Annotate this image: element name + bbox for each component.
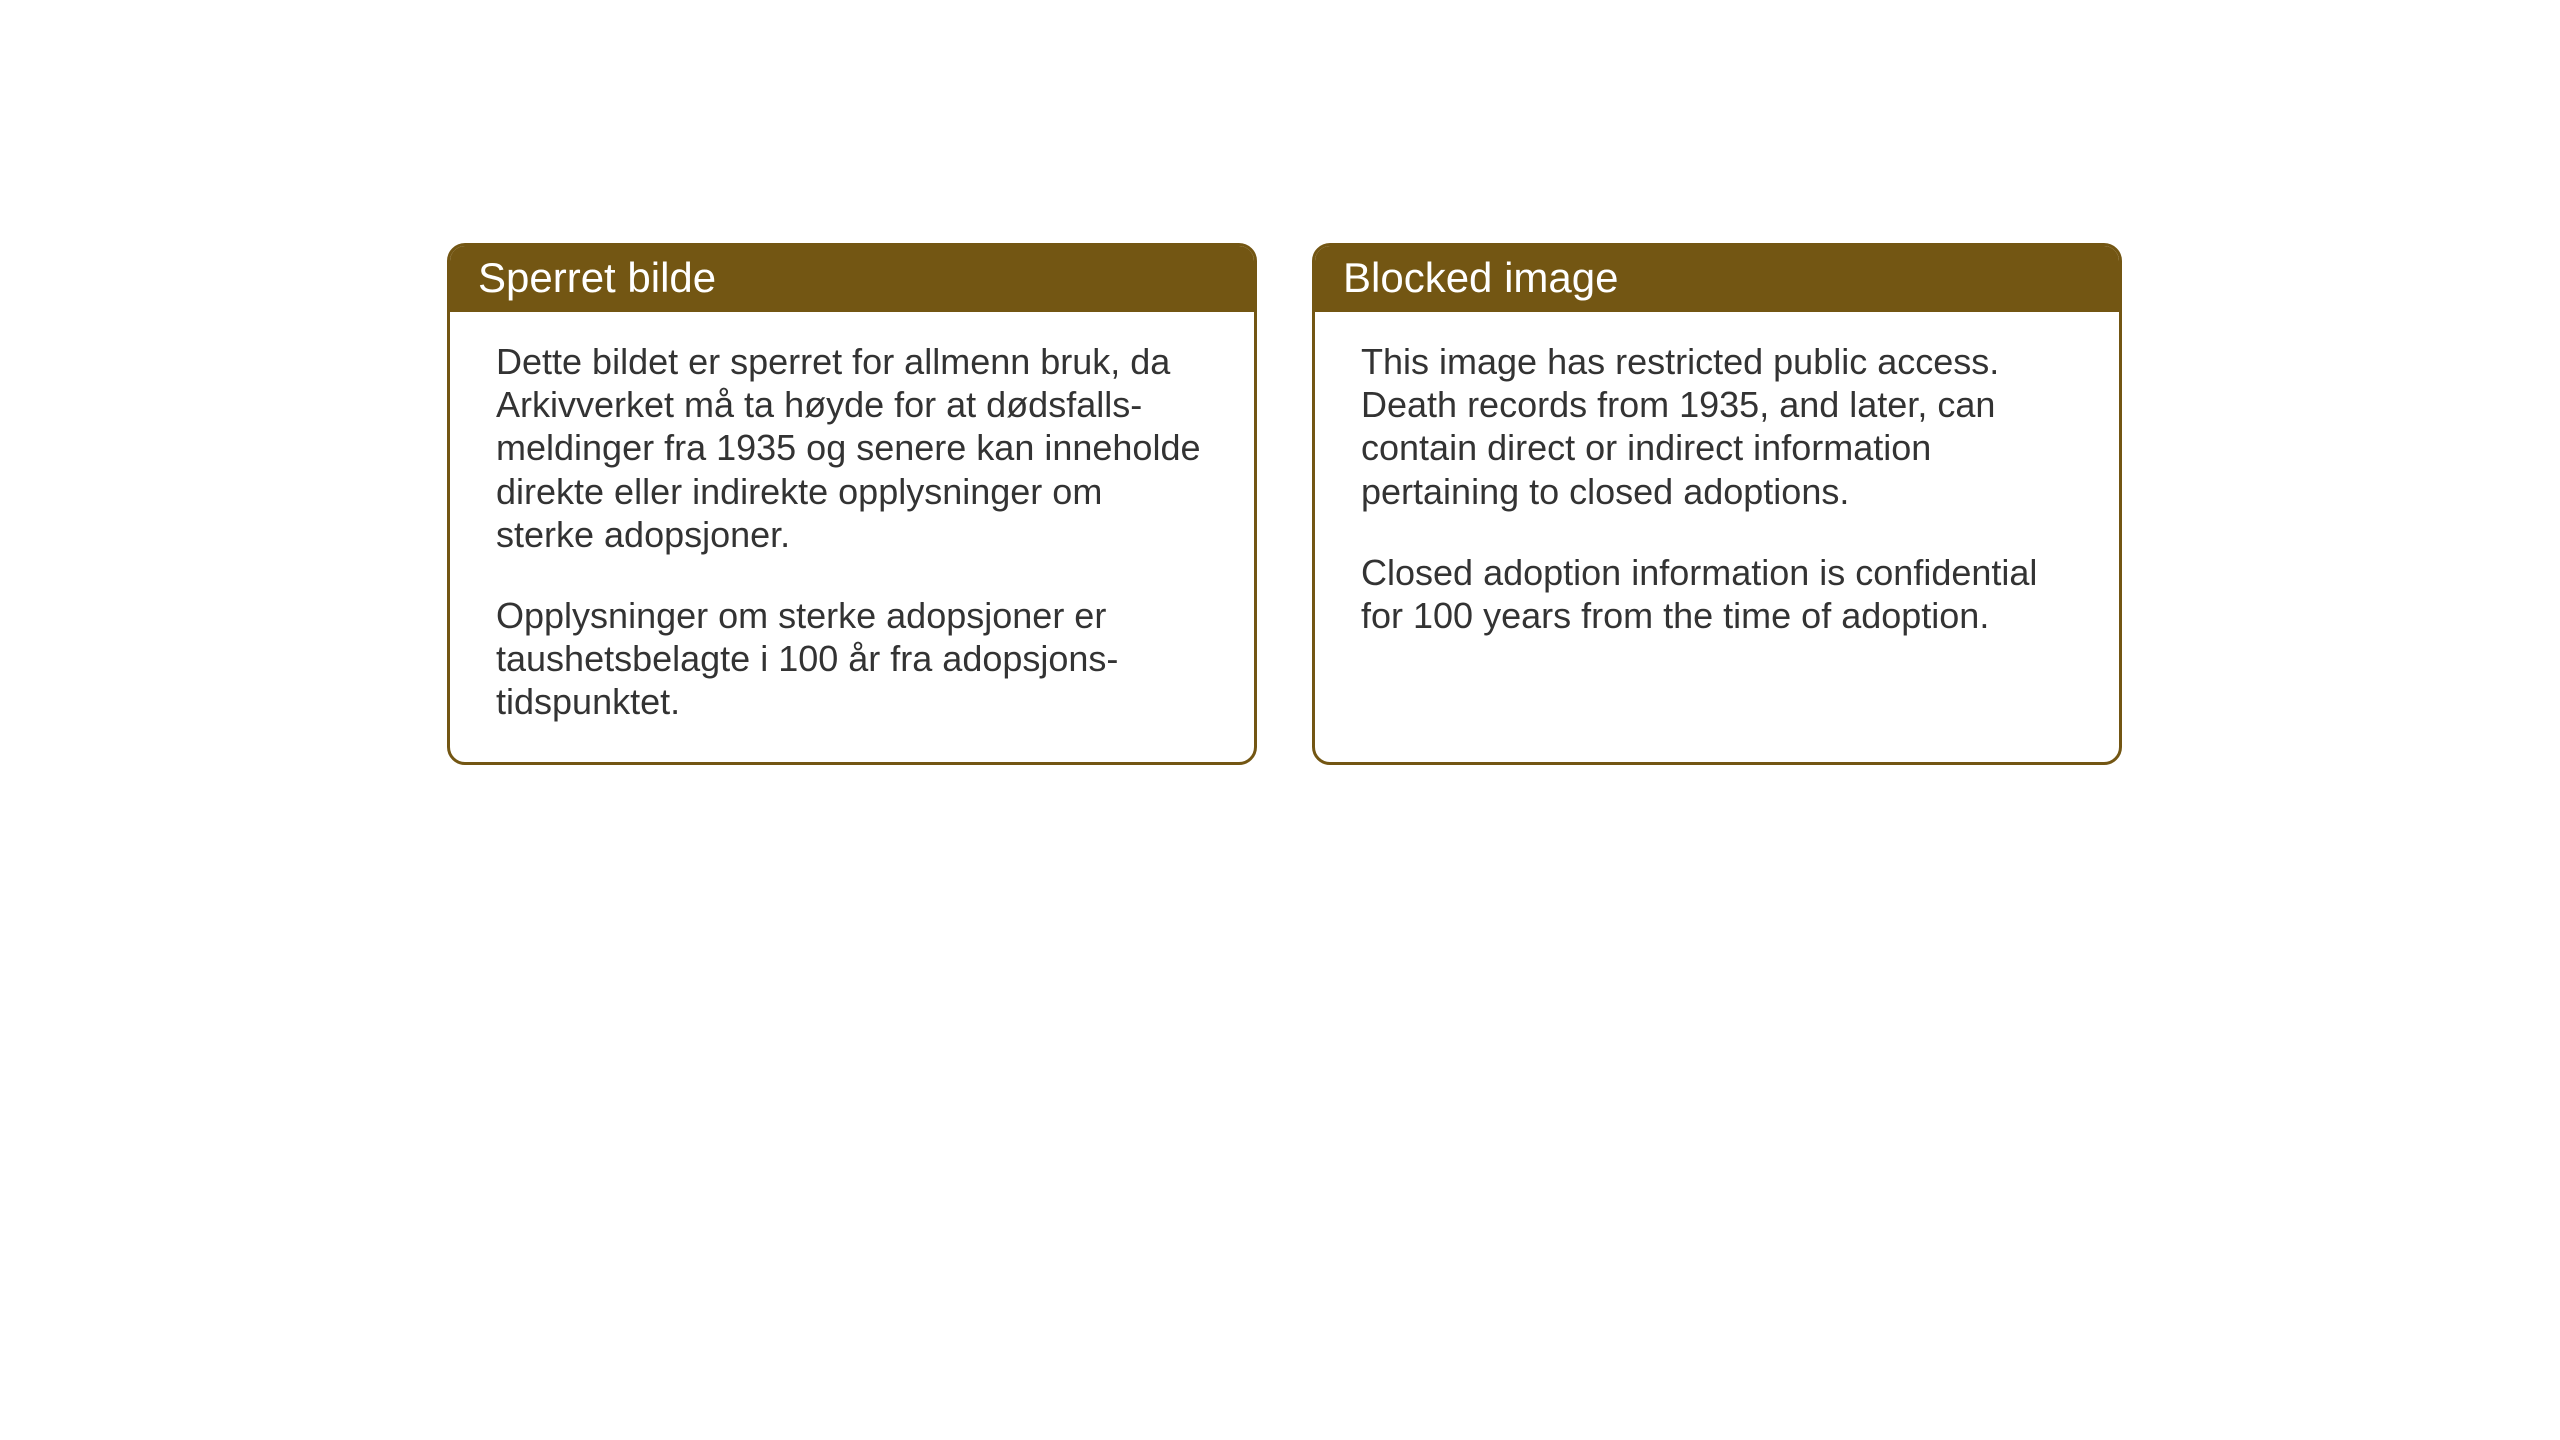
card-header-english: Blocked image (1315, 246, 2119, 312)
card-paragraph-1-english: This image has restricted public access.… (1361, 340, 2073, 513)
card-title-norwegian: Sperret bilde (478, 254, 716, 301)
card-paragraph-2-english: Closed adoption information is confident… (1361, 551, 2073, 637)
card-body-norwegian: Dette bildet er sperret for allmenn bruk… (450, 312, 1254, 762)
card-title-english: Blocked image (1343, 254, 1618, 301)
cards-container: Sperret bilde Dette bildet er sperret fo… (447, 243, 2122, 765)
card-body-english: This image has restricted public access.… (1315, 312, 2119, 675)
card-paragraph-1-norwegian: Dette bildet er sperret for allmenn bruk… (496, 340, 1208, 556)
notice-card-english: Blocked image This image has restricted … (1312, 243, 2122, 765)
card-header-norwegian: Sperret bilde (450, 246, 1254, 312)
card-paragraph-2-norwegian: Opplysninger om sterke adopsjoner er tau… (496, 594, 1208, 724)
notice-card-norwegian: Sperret bilde Dette bildet er sperret fo… (447, 243, 1257, 765)
